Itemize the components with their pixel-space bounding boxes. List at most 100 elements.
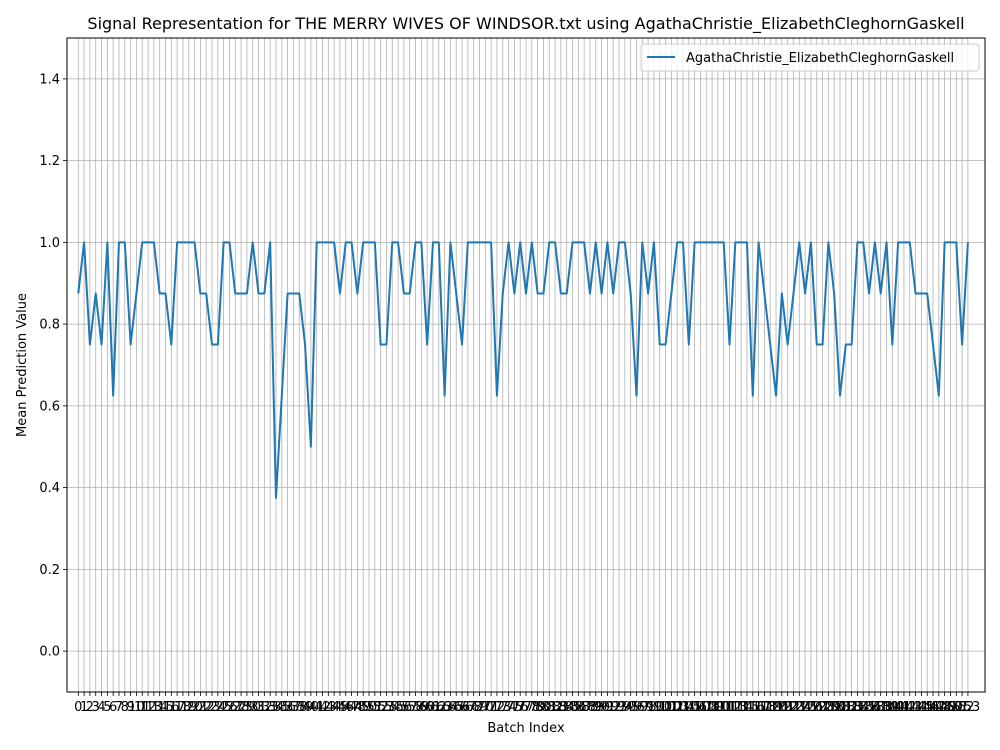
x-tick-label: 121: [769, 700, 794, 715]
x-tick-label: 98: [640, 700, 657, 715]
x-tick-label: 79: [529, 700, 546, 715]
x-tick-label: 102: [659, 700, 684, 715]
x-tick-label: 97: [634, 700, 651, 715]
x-tick-label: 25: [215, 700, 232, 715]
x-tick-label: 93: [611, 700, 628, 715]
x-tick-label: 142: [892, 700, 917, 715]
x-tick-label: 49: [355, 700, 372, 715]
x-tick-label: 34: [268, 700, 285, 715]
x-tick-label: 37: [285, 700, 302, 715]
x-tick-label: 108: [694, 700, 719, 715]
x-tick-label: 54: [384, 700, 401, 715]
x-tick-label: 127: [804, 700, 829, 715]
x-tick-label: 70: [477, 700, 494, 715]
x-tick-label: 132: [833, 700, 858, 715]
x-tick-label: 55: [390, 700, 407, 715]
x-tick-label: 1: [80, 700, 88, 715]
x-tick-label: 51: [367, 700, 384, 715]
x-tick-label: 12: [140, 700, 157, 715]
x-tick-label: 101: [653, 700, 678, 715]
x-tick-label: 19: [180, 700, 197, 715]
x-tick-label: 68: [465, 700, 482, 715]
x-tick-label: 38: [291, 700, 308, 715]
x-tick-label: 135: [851, 700, 876, 715]
x-tick-label: 29: [239, 700, 256, 715]
x-tick-label: 11: [134, 700, 151, 715]
x-tick-label: 69: [471, 700, 488, 715]
x-tick-label: 27: [227, 700, 244, 715]
x-tick-label: 131: [828, 700, 853, 715]
x-tick-label: 151: [944, 700, 969, 715]
x-tick-label: 143: [897, 700, 922, 715]
x-tick-label: 32: [256, 700, 273, 715]
x-tick-label: 146: [915, 700, 940, 715]
x-tick-label: 145: [909, 700, 934, 715]
x-tick-label: 56: [396, 700, 413, 715]
x-tick-label: 105: [676, 700, 701, 715]
x-tick-label: 114: [729, 700, 754, 715]
x-tick-label: 30: [244, 700, 261, 715]
x-tick-label: 82: [547, 700, 564, 715]
x-tick-label: 74: [500, 700, 517, 715]
x-tick-label: 26: [221, 700, 238, 715]
x-tick-label: 133: [839, 700, 864, 715]
x-tick-label: 106: [682, 700, 707, 715]
legend: AgathaChristie_ElizabethCleghornGaskell: [640, 43, 980, 72]
y-grid: [67, 78, 985, 652]
x-tick-label: 116: [740, 700, 765, 715]
x-tick-label: 45: [332, 700, 349, 715]
x-tick-label: 10: [128, 700, 145, 715]
x-tick-label: 90: [593, 700, 610, 715]
x-tick-label: 16: [163, 700, 180, 715]
x-tick-label: 14: [151, 700, 168, 715]
x-tick-label: 149: [932, 700, 957, 715]
y-axis-label: Mean Prediction Value: [15, 293, 30, 437]
x-tick-label: 119: [758, 700, 783, 715]
x-tick-label: 47: [343, 700, 360, 715]
x-tick-label: 113: [723, 700, 748, 715]
x-tick-label: 67: [460, 700, 477, 715]
x-tick-label: 110: [705, 700, 730, 715]
x-tick-label: 28: [233, 700, 250, 715]
x-tick-label: 42: [314, 700, 331, 715]
x-tick-label: 57: [401, 700, 418, 715]
x-tick-label: 53: [378, 700, 395, 715]
x-tick-label: 4: [97, 700, 105, 715]
x-tick-label: 153: [955, 700, 980, 715]
x-tick-label: 15: [157, 700, 174, 715]
x-tick-label: 83: [553, 700, 570, 715]
x-tick-label: 13: [146, 700, 163, 715]
chart-title: Signal Representation for THE MERRY WIVE…: [87, 14, 964, 34]
x-tick-label: 40: [303, 700, 320, 715]
x-tick-label: 0: [74, 700, 82, 715]
x-tick-label: 100: [647, 700, 672, 715]
x-tick-label: 94: [617, 700, 634, 715]
x-tick-label: 31: [250, 700, 267, 715]
x-tick-label: 75: [506, 700, 523, 715]
x-tick-label: 77: [518, 700, 535, 715]
x-tick-label: 126: [798, 700, 823, 715]
x-tick-label: 118: [752, 700, 777, 715]
legend-entry: AgathaChristie_ElizabethCleghornGaskell: [686, 51, 954, 66]
x-tick-label: 144: [903, 700, 928, 715]
x-tick-label: 138: [868, 700, 893, 715]
x-tick-label: 50: [361, 700, 378, 715]
x-tick-label: 148: [926, 700, 951, 715]
x-tick-label: 17: [169, 700, 186, 715]
y-axis-ticks: 0.0 0.2 0.4 0.6 0.8 1.0 1.2 1.4: [39, 72, 67, 660]
x-tick-label: 8: [121, 700, 129, 715]
x-tick-label: 3: [92, 700, 100, 715]
x-tick-label: 52: [372, 700, 389, 715]
x-tick-label: 46: [337, 700, 354, 715]
x-tick-label: 88: [582, 700, 599, 715]
x-tick-label: 23: [204, 700, 221, 715]
x-axis-ticks: 0123456789101112131415161718192021222324…: [74, 692, 980, 715]
x-tick-label: 44: [326, 700, 343, 715]
x-tick-label: 136: [857, 700, 882, 715]
x-tick-label: 21: [192, 700, 209, 715]
x-tick-label: 22: [198, 700, 215, 715]
x-tick-label: 33: [262, 700, 279, 715]
x-tick-label: 87: [576, 700, 593, 715]
x-tick-label: 64: [442, 700, 459, 715]
